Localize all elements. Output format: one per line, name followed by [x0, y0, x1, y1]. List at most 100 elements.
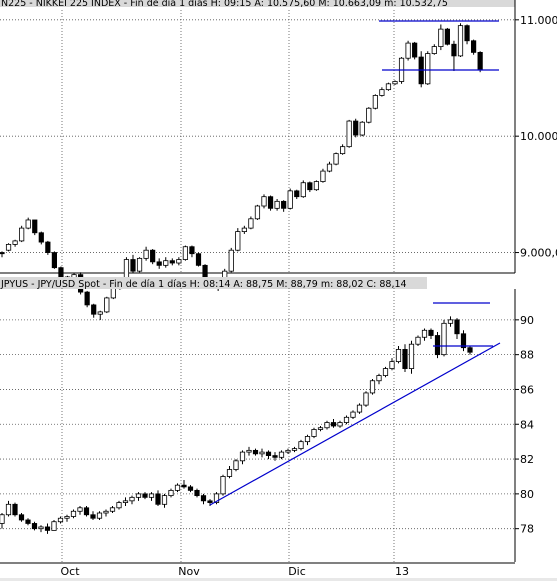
- candle: [477, 51, 483, 73]
- candle: [189, 245, 195, 258]
- candle: [150, 249, 156, 265]
- candle: [405, 40, 411, 61]
- candle: [109, 506, 116, 514]
- candle: [272, 452, 278, 461]
- candle: [337, 420, 343, 428]
- candle: [346, 119, 352, 148]
- candle: [252, 448, 259, 456]
- x-tick-label: 13: [395, 565, 409, 578]
- candle: [379, 87, 385, 97]
- candle: [156, 258, 162, 269]
- candle: [142, 492, 148, 500]
- candle: [181, 479, 187, 489]
- candle: [169, 258, 175, 266]
- candle: [163, 257, 169, 268]
- candle: [254, 204, 261, 220]
- candle: [45, 240, 51, 255]
- candle: [287, 188, 293, 210]
- candle: [44, 523, 51, 534]
- candle: [155, 490, 161, 507]
- candle: [298, 439, 304, 451]
- candle: [58, 266, 64, 279]
- candle: [84, 290, 90, 308]
- candle: [372, 94, 378, 110]
- y-tick-label: 11.000: [520, 14, 557, 27]
- candle: [70, 509, 77, 519]
- candle: [18, 513, 25, 522]
- candle: [246, 446, 252, 456]
- candle: [143, 246, 149, 261]
- candle: [324, 420, 330, 430]
- y-tick-label: 88: [520, 349, 534, 362]
- candle: [97, 310, 103, 321]
- candle: [274, 199, 280, 211]
- candle: [467, 345, 473, 355]
- candle: [19, 225, 25, 243]
- candle: [213, 492, 220, 505]
- x-tick-label: Dic: [288, 565, 306, 578]
- candle: [129, 495, 135, 505]
- candle: [174, 483, 181, 493]
- candle: [136, 257, 143, 273]
- candle: [0, 513, 5, 529]
- candle: [418, 51, 424, 88]
- candle: [431, 44, 437, 55]
- candle: [451, 40, 457, 72]
- candle: [267, 195, 274, 211]
- nikkei-header-bar: [0, 0, 515, 7]
- jpyusd-header-bar: [0, 277, 427, 289]
- candle: [90, 511, 96, 520]
- candle: [148, 492, 155, 501]
- jpyusd-panel: JPYUS - JPY/USD Spot - Fin de día 1 días…: [0, 277, 534, 562]
- candle: [313, 180, 320, 191]
- candle: [356, 403, 363, 414]
- candle: [122, 497, 129, 507]
- candle: [51, 519, 57, 531]
- candle: [285, 448, 291, 454]
- candle: [135, 492, 142, 501]
- candle: [248, 216, 254, 230]
- candle: [415, 335, 421, 346]
- candle: [0, 251, 5, 258]
- x-tick-label: Oct: [60, 565, 80, 578]
- candle: [187, 485, 194, 493]
- candle: [38, 525, 44, 533]
- candle: [392, 80, 398, 85]
- candle: [130, 254, 136, 274]
- x-axis: Oct Nov Dic 13: [0, 562, 557, 581]
- candle: [5, 500, 12, 517]
- candle: [195, 252, 202, 267]
- candle: [228, 247, 234, 273]
- candle: [395, 345, 402, 364]
- candle: [434, 332, 441, 359]
- candle: [350, 410, 356, 420]
- candle: [320, 168, 326, 183]
- candle: [408, 340, 415, 374]
- candle: [182, 245, 188, 261]
- candle: [261, 194, 267, 209]
- candle: [454, 318, 460, 339]
- candle: [259, 448, 265, 458]
- candle: [447, 316, 454, 327]
- candle: [470, 39, 477, 55]
- candle: [64, 514, 70, 522]
- candle: [385, 82, 392, 91]
- candle: [57, 516, 64, 524]
- candle: [457, 23, 464, 58]
- candle: [291, 446, 298, 453]
- candle: [444, 27, 451, 46]
- y-tick-label: 10.000: [520, 130, 557, 143]
- candle: [226, 466, 233, 479]
- candle: [304, 434, 311, 446]
- y-tick-label: 9.000,0: [520, 247, 557, 260]
- candle: [176, 257, 182, 266]
- candle: [428, 328, 434, 339]
- candle: [294, 189, 300, 200]
- candle: [200, 493, 207, 505]
- candle: [359, 121, 365, 137]
- candle: [460, 330, 467, 352]
- candle: [366, 107, 372, 124]
- candle: [326, 161, 333, 173]
- y-tick-label: 80: [520, 488, 534, 501]
- footer-strip: [0, 578, 557, 581]
